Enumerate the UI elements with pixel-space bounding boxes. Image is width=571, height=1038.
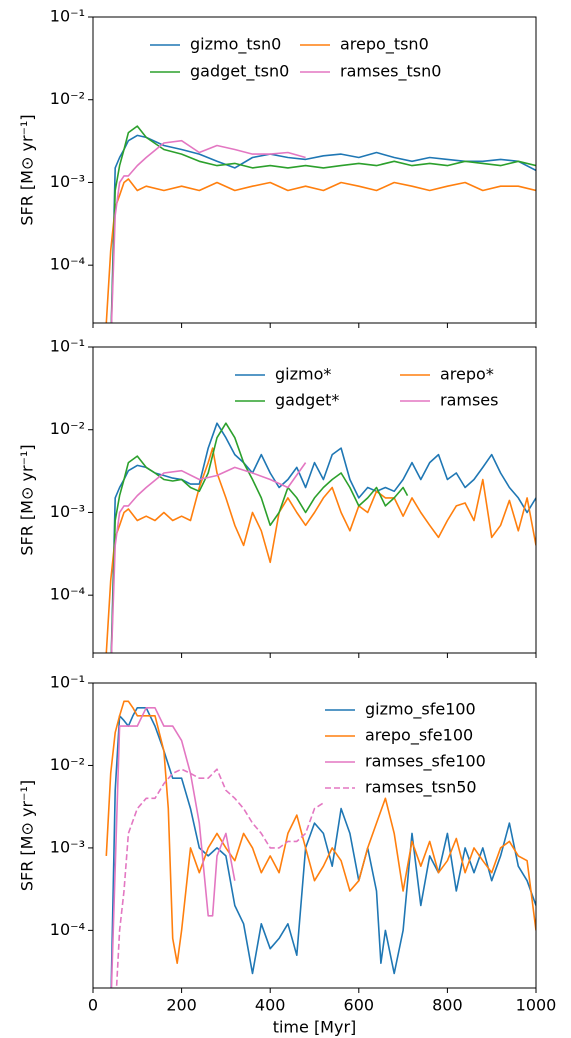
series-line bbox=[110, 707, 536, 988]
x-tick-label: 200 bbox=[166, 996, 197, 1015]
series-line bbox=[110, 134, 536, 323]
x-tick-label: 1000 bbox=[516, 996, 557, 1015]
series-line bbox=[110, 139, 306, 323]
legend-label: gizmo_tsn0 bbox=[190, 35, 281, 55]
legend-label: ramses bbox=[440, 391, 498, 410]
legend-label: arepo_tsn0 bbox=[340, 35, 429, 55]
series-line bbox=[105, 178, 536, 323]
legend-label: ramses_tsn50 bbox=[365, 778, 477, 798]
legend-label: gadget_tsn0 bbox=[190, 62, 289, 82]
y-tick-label: 10⁻² bbox=[50, 419, 85, 438]
legend-label: ramses_sfe100 bbox=[365, 752, 486, 772]
series-line bbox=[110, 707, 236, 988]
axes-frame bbox=[92, 682, 537, 989]
x-axis-label: time [Myr] bbox=[273, 1018, 357, 1037]
y-tick-label: 10⁻¹ bbox=[50, 337, 85, 356]
x-tick-label: 400 bbox=[255, 996, 286, 1015]
y-tick-label: 10⁻³ bbox=[50, 837, 85, 856]
series-line bbox=[110, 422, 409, 653]
y-tick-label: 10⁻¹ bbox=[50, 673, 85, 692]
x-tick-label: 600 bbox=[344, 996, 375, 1015]
series-line bbox=[115, 768, 324, 988]
x-tick-label: 0 bbox=[88, 996, 98, 1015]
series-line bbox=[110, 422, 536, 653]
legend-label: gizmo_sfe100 bbox=[365, 700, 476, 720]
y-axis-label: SFR [M⊙ yr⁻¹] bbox=[18, 114, 37, 225]
axes-frame bbox=[92, 346, 537, 654]
x-tick-label: 800 bbox=[432, 996, 463, 1015]
y-tick-label: 10⁻² bbox=[50, 89, 85, 108]
legend-label: arepo_sfe100 bbox=[365, 726, 473, 746]
series-line bbox=[105, 447, 536, 653]
y-tick-label: 10⁻² bbox=[50, 755, 85, 774]
y-axis-label: SFR [M⊙ yr⁻¹] bbox=[18, 444, 37, 555]
legend-label: gadget* bbox=[275, 391, 339, 410]
y-tick-label: 10⁻³ bbox=[50, 502, 85, 521]
y-tick-label: 10⁻⁴ bbox=[50, 920, 85, 939]
series-line bbox=[105, 700, 536, 964]
series-line bbox=[110, 125, 536, 323]
y-tick-label: 10⁻⁴ bbox=[50, 585, 85, 604]
legend-label: gizmo* bbox=[275, 365, 331, 384]
y-tick-label: 10⁻³ bbox=[50, 172, 85, 191]
legend-label: arepo* bbox=[440, 365, 494, 384]
y-tick-label: 10⁻⁴ bbox=[50, 255, 85, 274]
y-axis-label: SFR [M⊙ yr⁻¹] bbox=[18, 780, 37, 891]
plot-area bbox=[105, 422, 536, 653]
axes-frame bbox=[92, 16, 537, 324]
y-tick-label: 10⁻¹ bbox=[50, 7, 85, 26]
plot-area bbox=[105, 125, 536, 323]
series-line bbox=[110, 462, 307, 653]
legend-label: ramses_tsn0 bbox=[340, 62, 441, 82]
plot-area bbox=[105, 700, 536, 988]
